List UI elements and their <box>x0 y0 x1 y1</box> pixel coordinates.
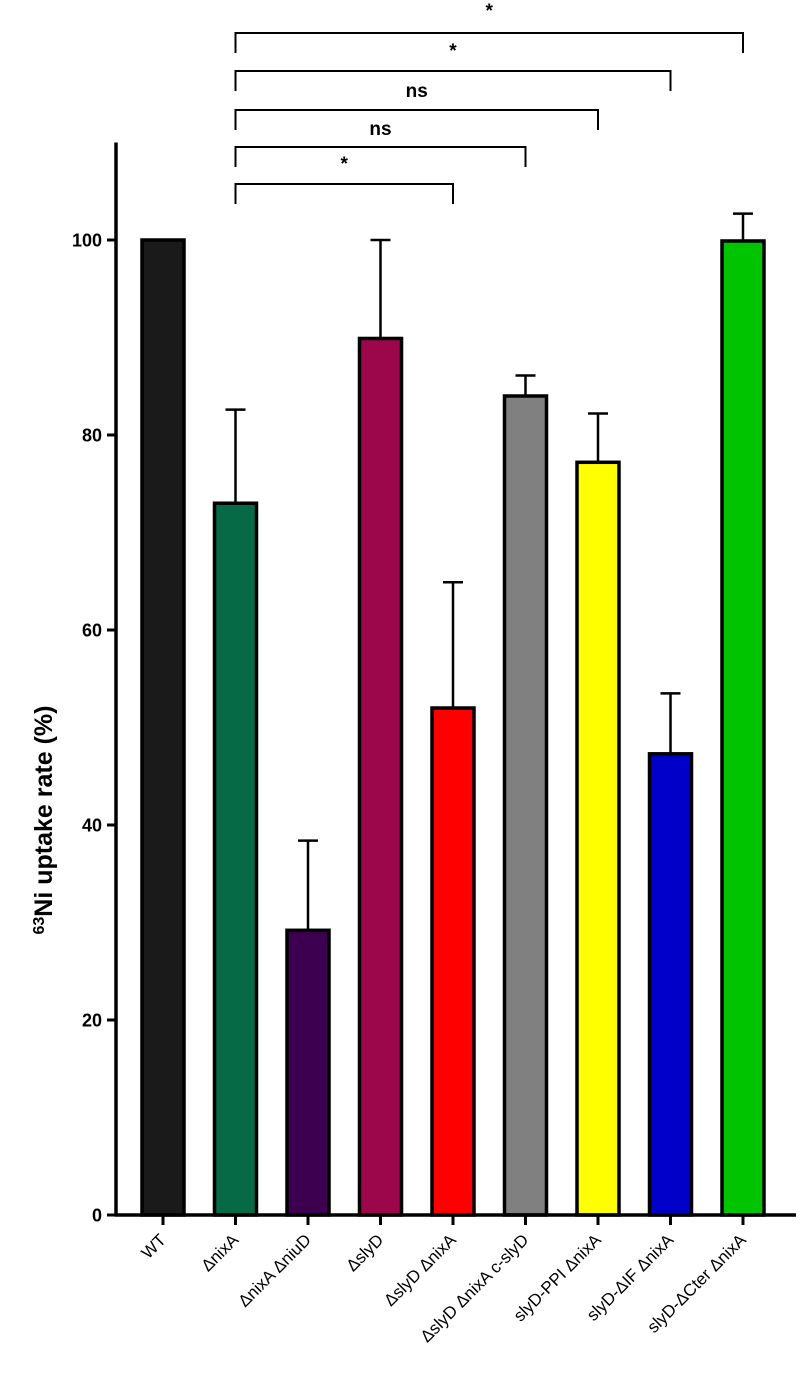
significance-bracket <box>234 70 672 91</box>
y-axis-title: 63Ni uptake rate (%) <box>30 706 58 935</box>
bar <box>502 394 549 1217</box>
y-tick-label: 80 <box>82 426 102 446</box>
x-tick-label: ΔnixA <box>197 1230 242 1275</box>
y-axis-title-superscript: 63 <box>31 917 48 935</box>
y-tick-label: 60 <box>82 621 102 641</box>
bar <box>575 460 621 1217</box>
bar <box>430 706 476 1217</box>
y-tick-label: 20 <box>82 1011 102 1031</box>
significance-bracket <box>234 32 744 53</box>
significance-label: * <box>486 1 494 22</box>
significance-label: * <box>341 154 349 175</box>
bar <box>357 336 404 1217</box>
bar <box>212 501 259 1217</box>
y-tick-label: 100 <box>72 231 102 251</box>
significance-label: ns <box>406 81 428 102</box>
bar <box>140 238 186 1217</box>
significance-label: * <box>449 41 457 62</box>
x-tick-label: ΔslyD <box>342 1230 387 1275</box>
significance-bracket <box>234 146 527 167</box>
significance-bracket <box>234 109 599 130</box>
y-tick-label: 40 <box>82 816 102 836</box>
significance-bracket <box>234 183 454 204</box>
significance-label: ns <box>369 119 391 140</box>
x-tick-label: WT <box>138 1230 170 1262</box>
x-tick-label: ΔnixA ΔniuD <box>235 1230 315 1310</box>
bar <box>285 928 331 1217</box>
y-axis-title-text: Ni uptake rate (%) <box>30 706 58 917</box>
bar <box>647 752 694 1217</box>
x-tick-label: ΔslyD ΔnixA <box>380 1230 460 1310</box>
bar <box>720 239 766 1217</box>
y-tick-label: 0 <box>92 1206 102 1226</box>
bars <box>140 212 766 1217</box>
